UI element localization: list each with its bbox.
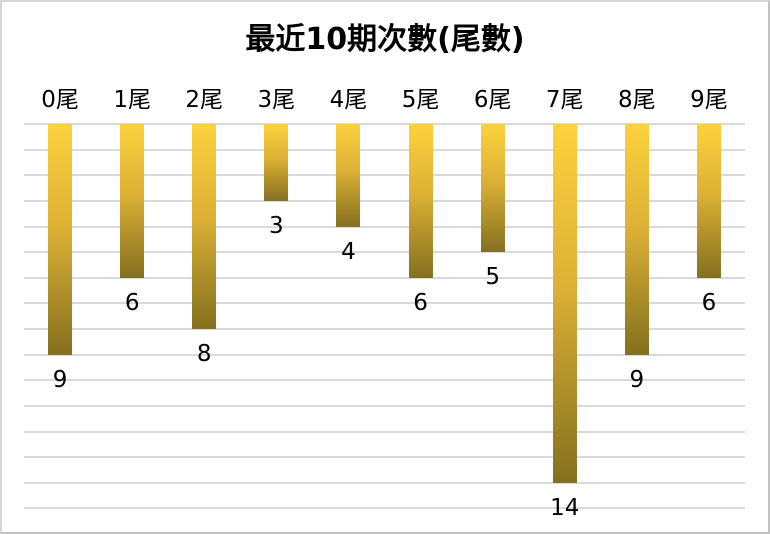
gridline — [24, 430, 745, 433]
category-label: 6尾 — [473, 87, 512, 113]
gridline — [24, 276, 745, 279]
category-label: 8尾 — [618, 87, 656, 113]
category-label: 9尾 — [690, 87, 728, 113]
bar-value-label: 9 — [52, 366, 68, 393]
gridline — [24, 302, 745, 305]
category-label: 2尾 — [185, 87, 224, 113]
gridline — [24, 353, 745, 356]
bar-value-label: 8 — [196, 341, 212, 367]
bar-value-label: 6 — [701, 289, 717, 316]
gridline — [24, 148, 745, 151]
category-axis: 0尾 1尾 2尾 3尾 4尾 5尾 6尾 7尾 8尾 9尾 — [24, 80, 745, 113]
gridline — [24, 481, 745, 484]
gridline — [24, 225, 745, 228]
bar-0[interactable] — [48, 124, 73, 355]
gridline — [24, 404, 745, 407]
bar-value-label: 4 — [341, 238, 356, 265]
bar-value-label: 5 — [485, 264, 500, 291]
bar-3[interactable] — [264, 124, 289, 201]
bar-1[interactable] — [120, 124, 145, 278]
bar-value-label: 6 — [413, 289, 428, 316]
gridline — [24, 328, 745, 330]
bar-8[interactable] — [624, 124, 649, 355]
category-label: 4尾 — [329, 87, 368, 113]
gridline — [24, 507, 745, 510]
gridline — [24, 123, 745, 125]
bar-value-label: 9 — [629, 366, 645, 393]
bar-2[interactable] — [192, 124, 217, 329]
category-label: 0尾 — [41, 87, 79, 113]
category-label: 1尾 — [113, 87, 151, 113]
bar-4[interactable] — [336, 124, 361, 227]
plot-area: 9 6 8 3 4 6 5 14 9 6 — [24, 123, 745, 532]
chart-title: 最近10期次數(尾數) — [245, 22, 525, 57]
bar-9[interactable] — [696, 124, 721, 278]
bar-5[interactable] — [408, 124, 433, 278]
bar-7[interactable] — [552, 124, 577, 483]
category-label: 3尾 — [257, 87, 296, 113]
bar-value-label: 3 — [269, 212, 284, 239]
category-label: 7尾 — [545, 87, 584, 113]
gridline — [24, 174, 745, 177]
category-label: 5尾 — [401, 87, 440, 113]
gridline — [24, 251, 745, 254]
bar-6[interactable] — [480, 124, 505, 253]
gridline — [24, 379, 745, 382]
bar-value-label: 14 — [550, 494, 580, 521]
gridline — [24, 199, 745, 202]
gridline — [24, 456, 745, 459]
bar-value-label: 6 — [124, 289, 140, 316]
